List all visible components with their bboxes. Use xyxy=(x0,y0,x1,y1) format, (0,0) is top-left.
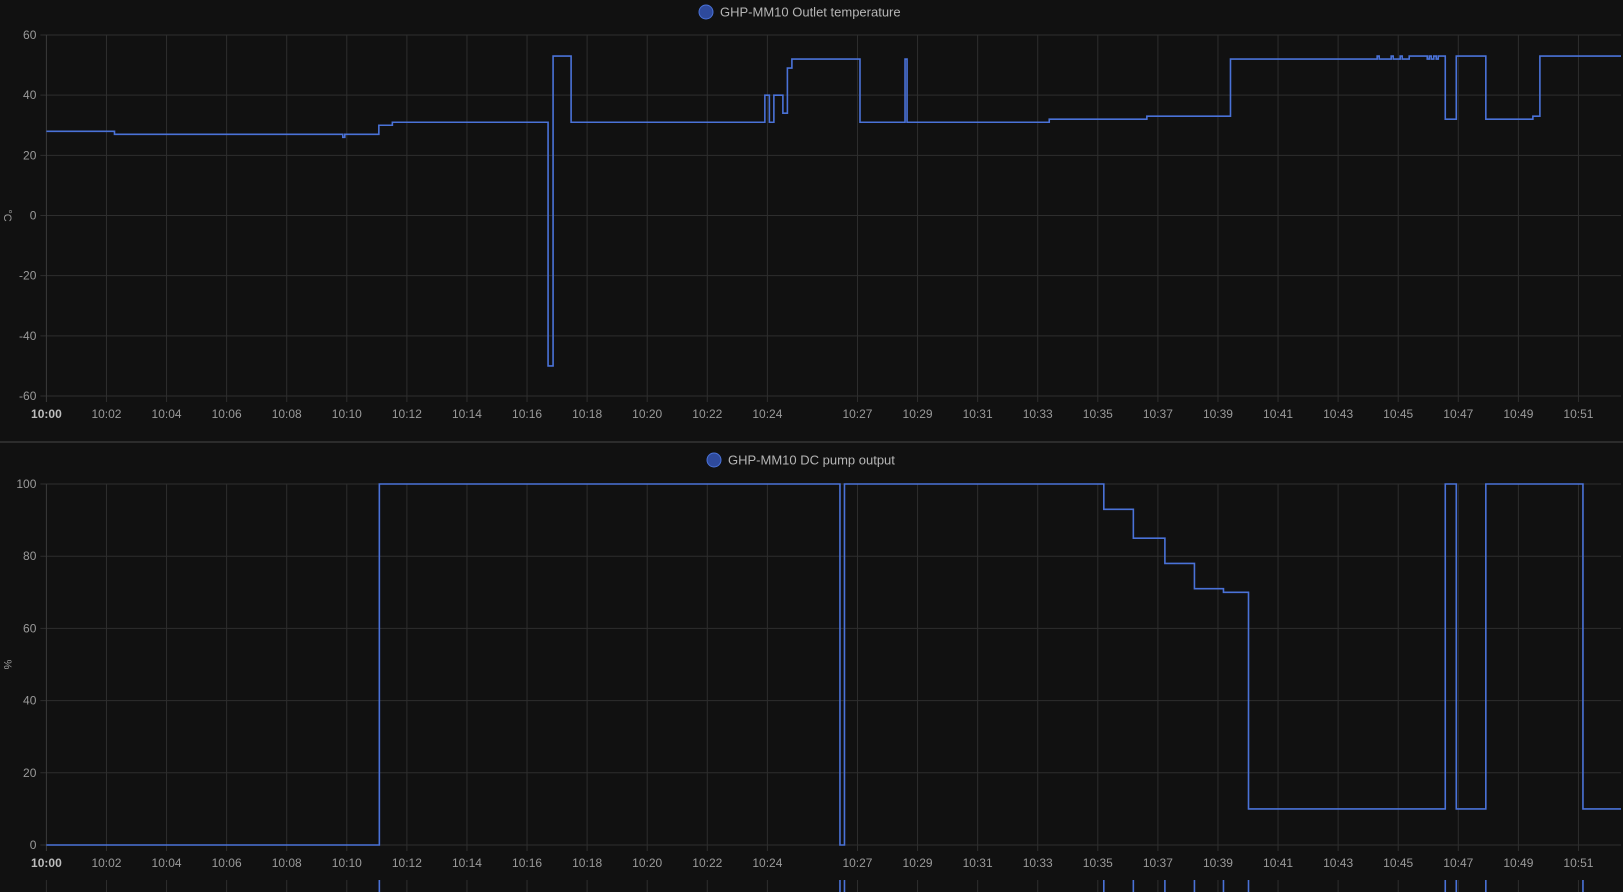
x-tick-label: 10:06 xyxy=(212,407,242,421)
x-tick-label: 10:27 xyxy=(842,407,872,421)
legend-label: GHP-MM10 Outlet temperature xyxy=(720,5,901,20)
legend-label: GHP-MM10 DC pump output xyxy=(728,453,895,468)
x-tick-label: 10:31 xyxy=(963,856,993,870)
x-tick-label: 10:35 xyxy=(1083,407,1113,421)
y-axis-unit: °C xyxy=(1,209,13,221)
x-tick-label: 10:14 xyxy=(452,407,482,421)
x-tick-label: 10:31 xyxy=(963,407,993,421)
y-tick-label: -20 xyxy=(19,269,37,283)
x-tick-label: 10:12 xyxy=(392,856,422,870)
x-tick-label: 10:20 xyxy=(632,407,662,421)
x-tick-label: 10:37 xyxy=(1143,407,1173,421)
x-tick-label: 10:29 xyxy=(903,407,933,421)
y-tick-label: 60 xyxy=(23,621,37,635)
y-tick-label: 40 xyxy=(23,694,37,708)
x-tick-label: 10:39 xyxy=(1203,407,1233,421)
y-tick-label: -40 xyxy=(19,329,37,343)
x-tick-label: 10:29 xyxy=(903,856,933,870)
x-tick-label: 10:45 xyxy=(1383,407,1413,421)
x-tick-label: 10:43 xyxy=(1323,407,1353,421)
outlet-temperature-chart: GHP-MM10 Outlet temperature °C 60 40 20 0 -20 -… xyxy=(1,4,1621,421)
x-tick-label: 10:41 xyxy=(1263,856,1293,870)
x-tick-label: 10:24 xyxy=(752,407,782,421)
x-tick-label: 10:04 xyxy=(152,856,182,870)
x-tick-label: 10:22 xyxy=(692,856,722,870)
x-tick-label: 10:39 xyxy=(1203,856,1233,870)
x-tick-label: 10:27 xyxy=(842,856,872,870)
y-tick-label: 80 xyxy=(23,549,37,563)
y-tick-label: 20 xyxy=(23,148,37,162)
timeline-strip xyxy=(45,880,1584,892)
y-tick-label: 20 xyxy=(23,766,37,780)
legend-marker-icon xyxy=(706,452,722,468)
x-tick-label: 10:14 xyxy=(452,856,482,870)
x-tick-label: 10:33 xyxy=(1023,407,1053,421)
x-tick-label: 10:10 xyxy=(332,407,362,421)
x-tick-label: 10:51 xyxy=(1563,407,1593,421)
y-tick-label: -60 xyxy=(19,389,37,403)
x-tick-label: 10:33 xyxy=(1023,856,1053,870)
x-tick-label: 10:06 xyxy=(212,856,242,870)
x-tick-label: 10:51 xyxy=(1563,856,1593,870)
y-tick-label: 40 xyxy=(23,88,37,102)
x-tick-label: 10:41 xyxy=(1263,407,1293,421)
y-tick-label: 0 xyxy=(30,209,37,223)
x-tick-label: 10:47 xyxy=(1443,407,1473,421)
x-tick-label: 10:00 xyxy=(31,407,62,421)
x-tick-label: 10:35 xyxy=(1083,856,1113,870)
x-tick-label: 10:20 xyxy=(632,856,662,870)
x-tick-label: 10:16 xyxy=(512,407,542,421)
x-tick-label: 10:02 xyxy=(91,407,121,421)
y-tick-label: 60 xyxy=(23,28,37,42)
x-tick-label: 10:04 xyxy=(152,407,182,421)
x-tick-label: 10:49 xyxy=(1503,407,1533,421)
y-tick-label: 0 xyxy=(30,838,37,852)
x-tick-label: 10:37 xyxy=(1143,856,1173,870)
x-tick-label: 10:12 xyxy=(392,407,422,421)
x-tick-label: 10:47 xyxy=(1443,856,1473,870)
y-tick-label: 100 xyxy=(16,477,36,491)
x-tick-label: 10:00 xyxy=(31,856,62,870)
x-tick-label: 10:49 xyxy=(1503,856,1533,870)
x-tick-label: 10:02 xyxy=(91,856,121,870)
x-tick-label: 10:45 xyxy=(1383,856,1413,870)
legend-marker-icon xyxy=(698,4,714,20)
x-tick-label: 10:22 xyxy=(692,407,722,421)
y-axis-unit: % xyxy=(1,660,13,670)
x-tick-label: 10:18 xyxy=(572,407,602,421)
x-tick-label: 10:43 xyxy=(1323,856,1353,870)
x-tick-label: 10:18 xyxy=(572,856,602,870)
x-tick-label: 10:16 xyxy=(512,856,542,870)
dc-pump-output-chart: GHP-MM10 DC pump output% 100 80 60 40 20 0 10:0… xyxy=(1,452,1621,870)
series-line-0 xyxy=(46,55,1621,367)
series-line-0 xyxy=(46,483,1621,846)
x-tick-label: 10:24 xyxy=(752,856,782,870)
x-tick-label: 10:08 xyxy=(272,407,302,421)
x-tick-label: 10:08 xyxy=(272,856,302,870)
x-tick-label: 10:10 xyxy=(332,856,362,870)
